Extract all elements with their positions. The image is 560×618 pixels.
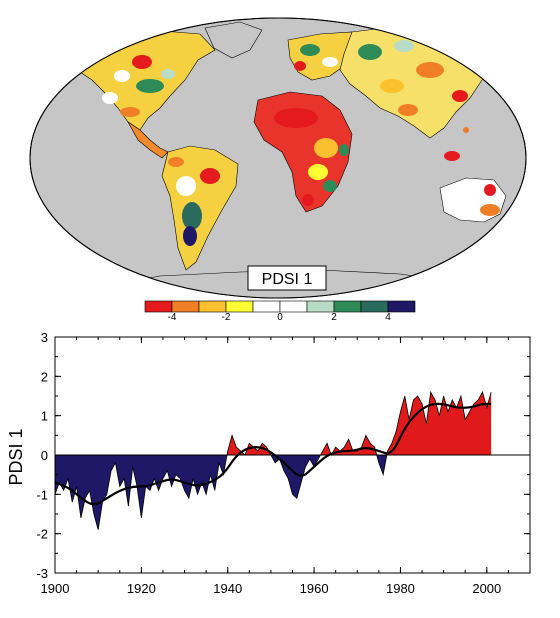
drought-map: PDSI 1 -4 -2 0 2 4 bbox=[29, 17, 527, 320]
positive-area-fill bbox=[55, 392, 492, 455]
negative-area-fill bbox=[55, 455, 492, 530]
annual-series-line bbox=[54, 390, 492, 530]
series-lines bbox=[54, 390, 530, 530]
x-tick-label: 1940 bbox=[213, 581, 242, 596]
area-fills bbox=[55, 392, 492, 530]
pdsi-time-series-chart: -3 -2 -1 0 1 2 3 1900 1920 1940 1960 1980 2000 PDSI … bbox=[6, 330, 531, 596]
colorbar-segment bbox=[333, 300, 362, 313]
y-tick-label: 2 bbox=[41, 369, 48, 384]
y-axis-label: PDSI 1 bbox=[6, 428, 26, 485]
colorbar-segment bbox=[387, 300, 416, 313]
colorbar-label: -4 bbox=[168, 312, 177, 320]
y-tick-label: -3 bbox=[36, 566, 48, 581]
x-tick-label: 2000 bbox=[472, 581, 501, 596]
y-tick-label: 0 bbox=[41, 448, 48, 463]
y-tick-label: -2 bbox=[36, 527, 48, 542]
map-title-box bbox=[247, 265, 327, 291]
colorbar-segment bbox=[360, 300, 389, 313]
y-tick-label: -1 bbox=[36, 487, 48, 502]
x-tick-label: 1920 bbox=[127, 581, 156, 596]
axes: -3 -2 -1 0 1 2 3 1900 1920 1940 1960 1980 2000 bbox=[36, 330, 531, 596]
y-tick-label: 3 bbox=[41, 330, 48, 345]
landmass-greenland bbox=[204, 21, 263, 59]
colorbar-label: 4 bbox=[385, 312, 391, 320]
colorbar-segment bbox=[306, 300, 335, 313]
colorbar-label: 2 bbox=[331, 312, 337, 320]
colorbar-segment bbox=[279, 300, 308, 313]
colorbar-segment bbox=[252, 300, 281, 313]
x-tick-label: 1900 bbox=[41, 581, 70, 596]
y-tick-label: 1 bbox=[41, 409, 48, 424]
anomaly-patches bbox=[102, 40, 500, 246]
colorbar-label: -2 bbox=[222, 312, 231, 320]
colorbar-segment bbox=[171, 300, 200, 313]
x-tick-label: 1960 bbox=[300, 581, 329, 596]
x-tick-label: 1980 bbox=[386, 581, 415, 596]
colorbar-label: 0 bbox=[277, 312, 283, 320]
map-title: PDSI 1 bbox=[262, 271, 313, 288]
colorbar-segment bbox=[225, 300, 254, 313]
smoothed-series-line bbox=[54, 402, 492, 506]
colorbar bbox=[144, 300, 416, 313]
colorbar-labels: -4 -2 0 2 4 bbox=[168, 312, 392, 320]
colorbar-segment bbox=[198, 300, 227, 313]
colorbar-segment bbox=[144, 300, 173, 313]
